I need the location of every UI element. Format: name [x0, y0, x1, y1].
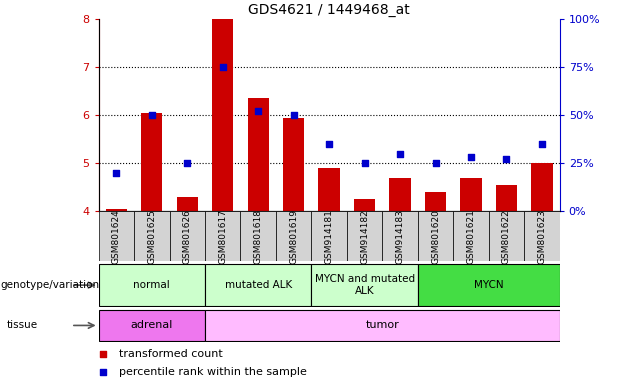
Bar	[389, 177, 411, 211]
Point	[289, 112, 299, 118]
Text: GSM801620: GSM801620	[431, 209, 440, 263]
FancyBboxPatch shape	[134, 211, 170, 261]
Text: genotype/variation: genotype/variation	[0, 280, 99, 290]
Point	[466, 154, 476, 161]
Bar	[177, 197, 198, 211]
Bar	[247, 98, 269, 211]
Point	[218, 64, 228, 70]
Point	[111, 170, 121, 176]
Point	[98, 369, 108, 375]
FancyBboxPatch shape	[276, 211, 312, 261]
Text: tissue: tissue	[6, 320, 38, 331]
Text: transformed count: transformed count	[120, 349, 223, 359]
FancyBboxPatch shape	[205, 264, 312, 306]
Text: percentile rank within the sample: percentile rank within the sample	[120, 366, 307, 377]
Point	[253, 108, 263, 114]
FancyBboxPatch shape	[99, 310, 205, 341]
Text: GSM801618: GSM801618	[254, 209, 263, 264]
FancyBboxPatch shape	[453, 211, 488, 261]
Text: GSM801619: GSM801619	[289, 209, 298, 264]
FancyBboxPatch shape	[240, 211, 276, 261]
Text: GSM801626: GSM801626	[183, 209, 191, 263]
Point	[98, 351, 108, 357]
Text: mutated ALK: mutated ALK	[225, 280, 292, 290]
Text: GSM914181: GSM914181	[324, 209, 334, 263]
Text: GSM801622: GSM801622	[502, 209, 511, 263]
FancyBboxPatch shape	[99, 264, 205, 306]
Text: GSM801624: GSM801624	[112, 209, 121, 263]
Point	[359, 160, 370, 166]
Point	[501, 156, 511, 162]
FancyBboxPatch shape	[170, 211, 205, 261]
Bar	[496, 185, 517, 211]
Bar	[425, 192, 446, 211]
Text: MYCN: MYCN	[474, 280, 504, 290]
FancyBboxPatch shape	[382, 211, 418, 261]
Point	[395, 151, 405, 157]
Text: GSM801625: GSM801625	[148, 209, 156, 263]
Bar	[106, 209, 127, 211]
Point	[182, 160, 192, 166]
Text: GSM914182: GSM914182	[360, 209, 369, 263]
Text: GSM801623: GSM801623	[537, 209, 546, 263]
Bar	[141, 113, 162, 211]
Bar	[212, 19, 233, 211]
Text: GSM914183: GSM914183	[396, 209, 404, 263]
Bar	[354, 199, 375, 211]
FancyBboxPatch shape	[418, 211, 453, 261]
Point	[431, 160, 441, 166]
Bar	[283, 118, 304, 211]
Point	[537, 141, 547, 147]
Text: GSM801621: GSM801621	[467, 209, 476, 263]
Text: adrenal: adrenal	[130, 320, 173, 331]
FancyBboxPatch shape	[205, 310, 560, 341]
FancyBboxPatch shape	[524, 211, 560, 261]
Text: GSM801617: GSM801617	[218, 209, 227, 264]
Title: GDS4621 / 1449468_at: GDS4621 / 1449468_at	[248, 3, 410, 17]
FancyBboxPatch shape	[312, 211, 347, 261]
FancyBboxPatch shape	[347, 211, 382, 261]
Text: tumor: tumor	[366, 320, 399, 331]
Text: MYCN and mutated
ALK: MYCN and mutated ALK	[315, 274, 415, 296]
Text: normal: normal	[134, 280, 170, 290]
FancyBboxPatch shape	[205, 211, 240, 261]
FancyBboxPatch shape	[312, 264, 418, 306]
FancyBboxPatch shape	[418, 264, 560, 306]
FancyBboxPatch shape	[488, 211, 524, 261]
Point	[324, 141, 335, 147]
Bar	[319, 168, 340, 211]
FancyBboxPatch shape	[99, 211, 134, 261]
Point	[147, 112, 157, 118]
Bar	[531, 163, 553, 211]
Bar	[460, 177, 481, 211]
